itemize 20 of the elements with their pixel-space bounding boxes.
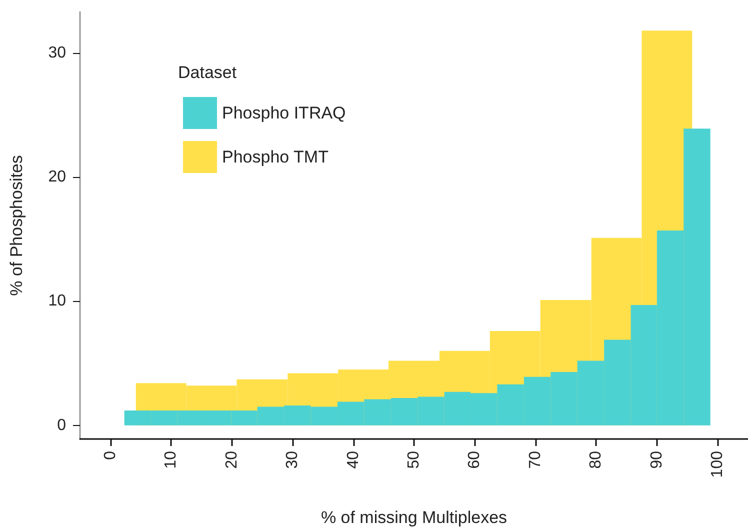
- x-axis-title: % of missing Multiplexes: [320, 508, 508, 527]
- x-tick-label: 70: [526, 450, 544, 469]
- x-tick-label: 10: [162, 450, 180, 469]
- legend-title: Dataset: [178, 63, 237, 82]
- x-tick-label: 50: [406, 450, 422, 469]
- y-tick-label: 20: [48, 168, 66, 186]
- x-tick-label: 20: [223, 450, 240, 469]
- y-tick-label: 30: [48, 44, 66, 62]
- x-tick-label: 0: [102, 450, 119, 460]
- x-tick-label: 60: [466, 450, 484, 469]
- x-tick-label: 100: [709, 450, 726, 478]
- legend-label: Phospho ITRAQ: [222, 104, 346, 122]
- y-tick-label: 10: [48, 292, 66, 310]
- legend-label: Phospho TMT: [222, 148, 328, 166]
- x-tick-label: 40: [344, 450, 362, 469]
- y-tick-label: 0: [57, 416, 66, 434]
- x-tick-label: 90: [648, 450, 666, 469]
- x-tick-label: 80: [588, 450, 605, 469]
- y-axis-title: % of Phosphosites: [7, 155, 26, 296]
- x-tick-label: 30: [284, 450, 302, 469]
